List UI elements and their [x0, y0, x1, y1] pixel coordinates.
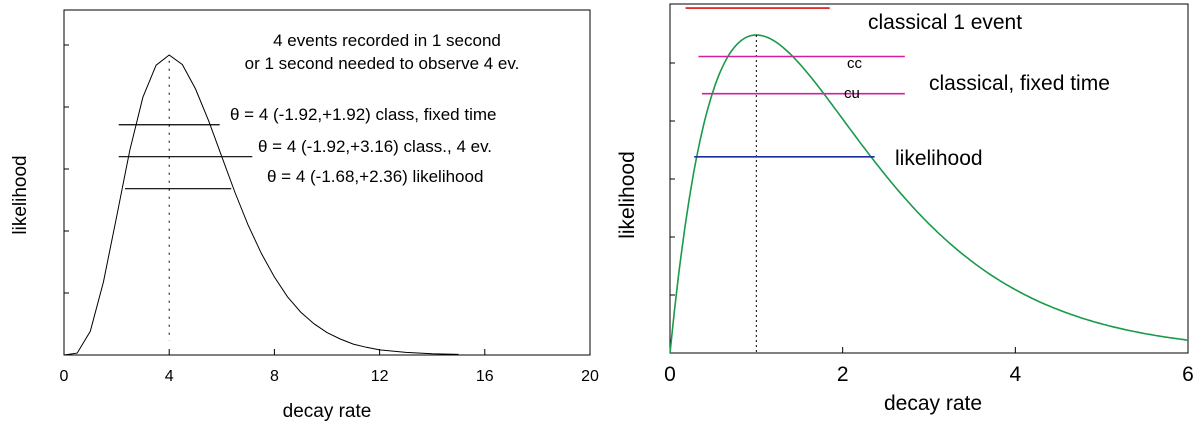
left-interval-label-likelihood: θ = 4 (-1.68,+2.36) likelihood	[267, 167, 483, 186]
left-x-tick-label: 8	[270, 368, 279, 385]
right-annotation-likelihood: likelihood	[895, 147, 983, 170]
left-annotation-line1: 4 events recorded in 1 second	[273, 31, 501, 50]
right-annotation-classical-fixed-time: classical, fixed time	[929, 72, 1110, 95]
right-annotation-classical-1-event: classical 1 event	[868, 11, 1022, 34]
right-xlabel: decay rate	[884, 392, 982, 415]
right-interval-label-cc: cc	[847, 55, 863, 72]
left-x-tick-label: 16	[476, 368, 494, 385]
left-x-tick-label: 12	[371, 368, 389, 385]
left-interval-label-4ev: θ = 4 (-1.92,+3.16) class., 4 ev.	[258, 137, 492, 156]
left-x-tick-label: 4	[165, 368, 174, 385]
right-ylabel: likelihood	[616, 151, 639, 239]
left-ylabel: likelihood	[10, 155, 31, 234]
left-xlabel: decay rate	[283, 401, 372, 422]
left-x-tick-label: 20	[581, 368, 599, 385]
right-x-tick-label: 0	[664, 363, 676, 386]
right-x-tick-label: 2	[837, 363, 849, 386]
left-annotation-line2: or 1 second needed to observe 4 ev.	[245, 54, 520, 73]
right-x-tick-label: 6	[1182, 363, 1194, 386]
right-x-tick-label: 4	[1009, 363, 1021, 386]
right-interval-label-cu: cu	[844, 85, 860, 102]
left-x-tick-label: 0	[60, 368, 69, 385]
left-likelihood-curve	[63, 54, 459, 356]
left-interval-label-fixed-time: θ = 4 (-1.92,+1.92) class, fixed time	[230, 105, 496, 124]
left-plot-frame	[63, 9, 591, 356]
